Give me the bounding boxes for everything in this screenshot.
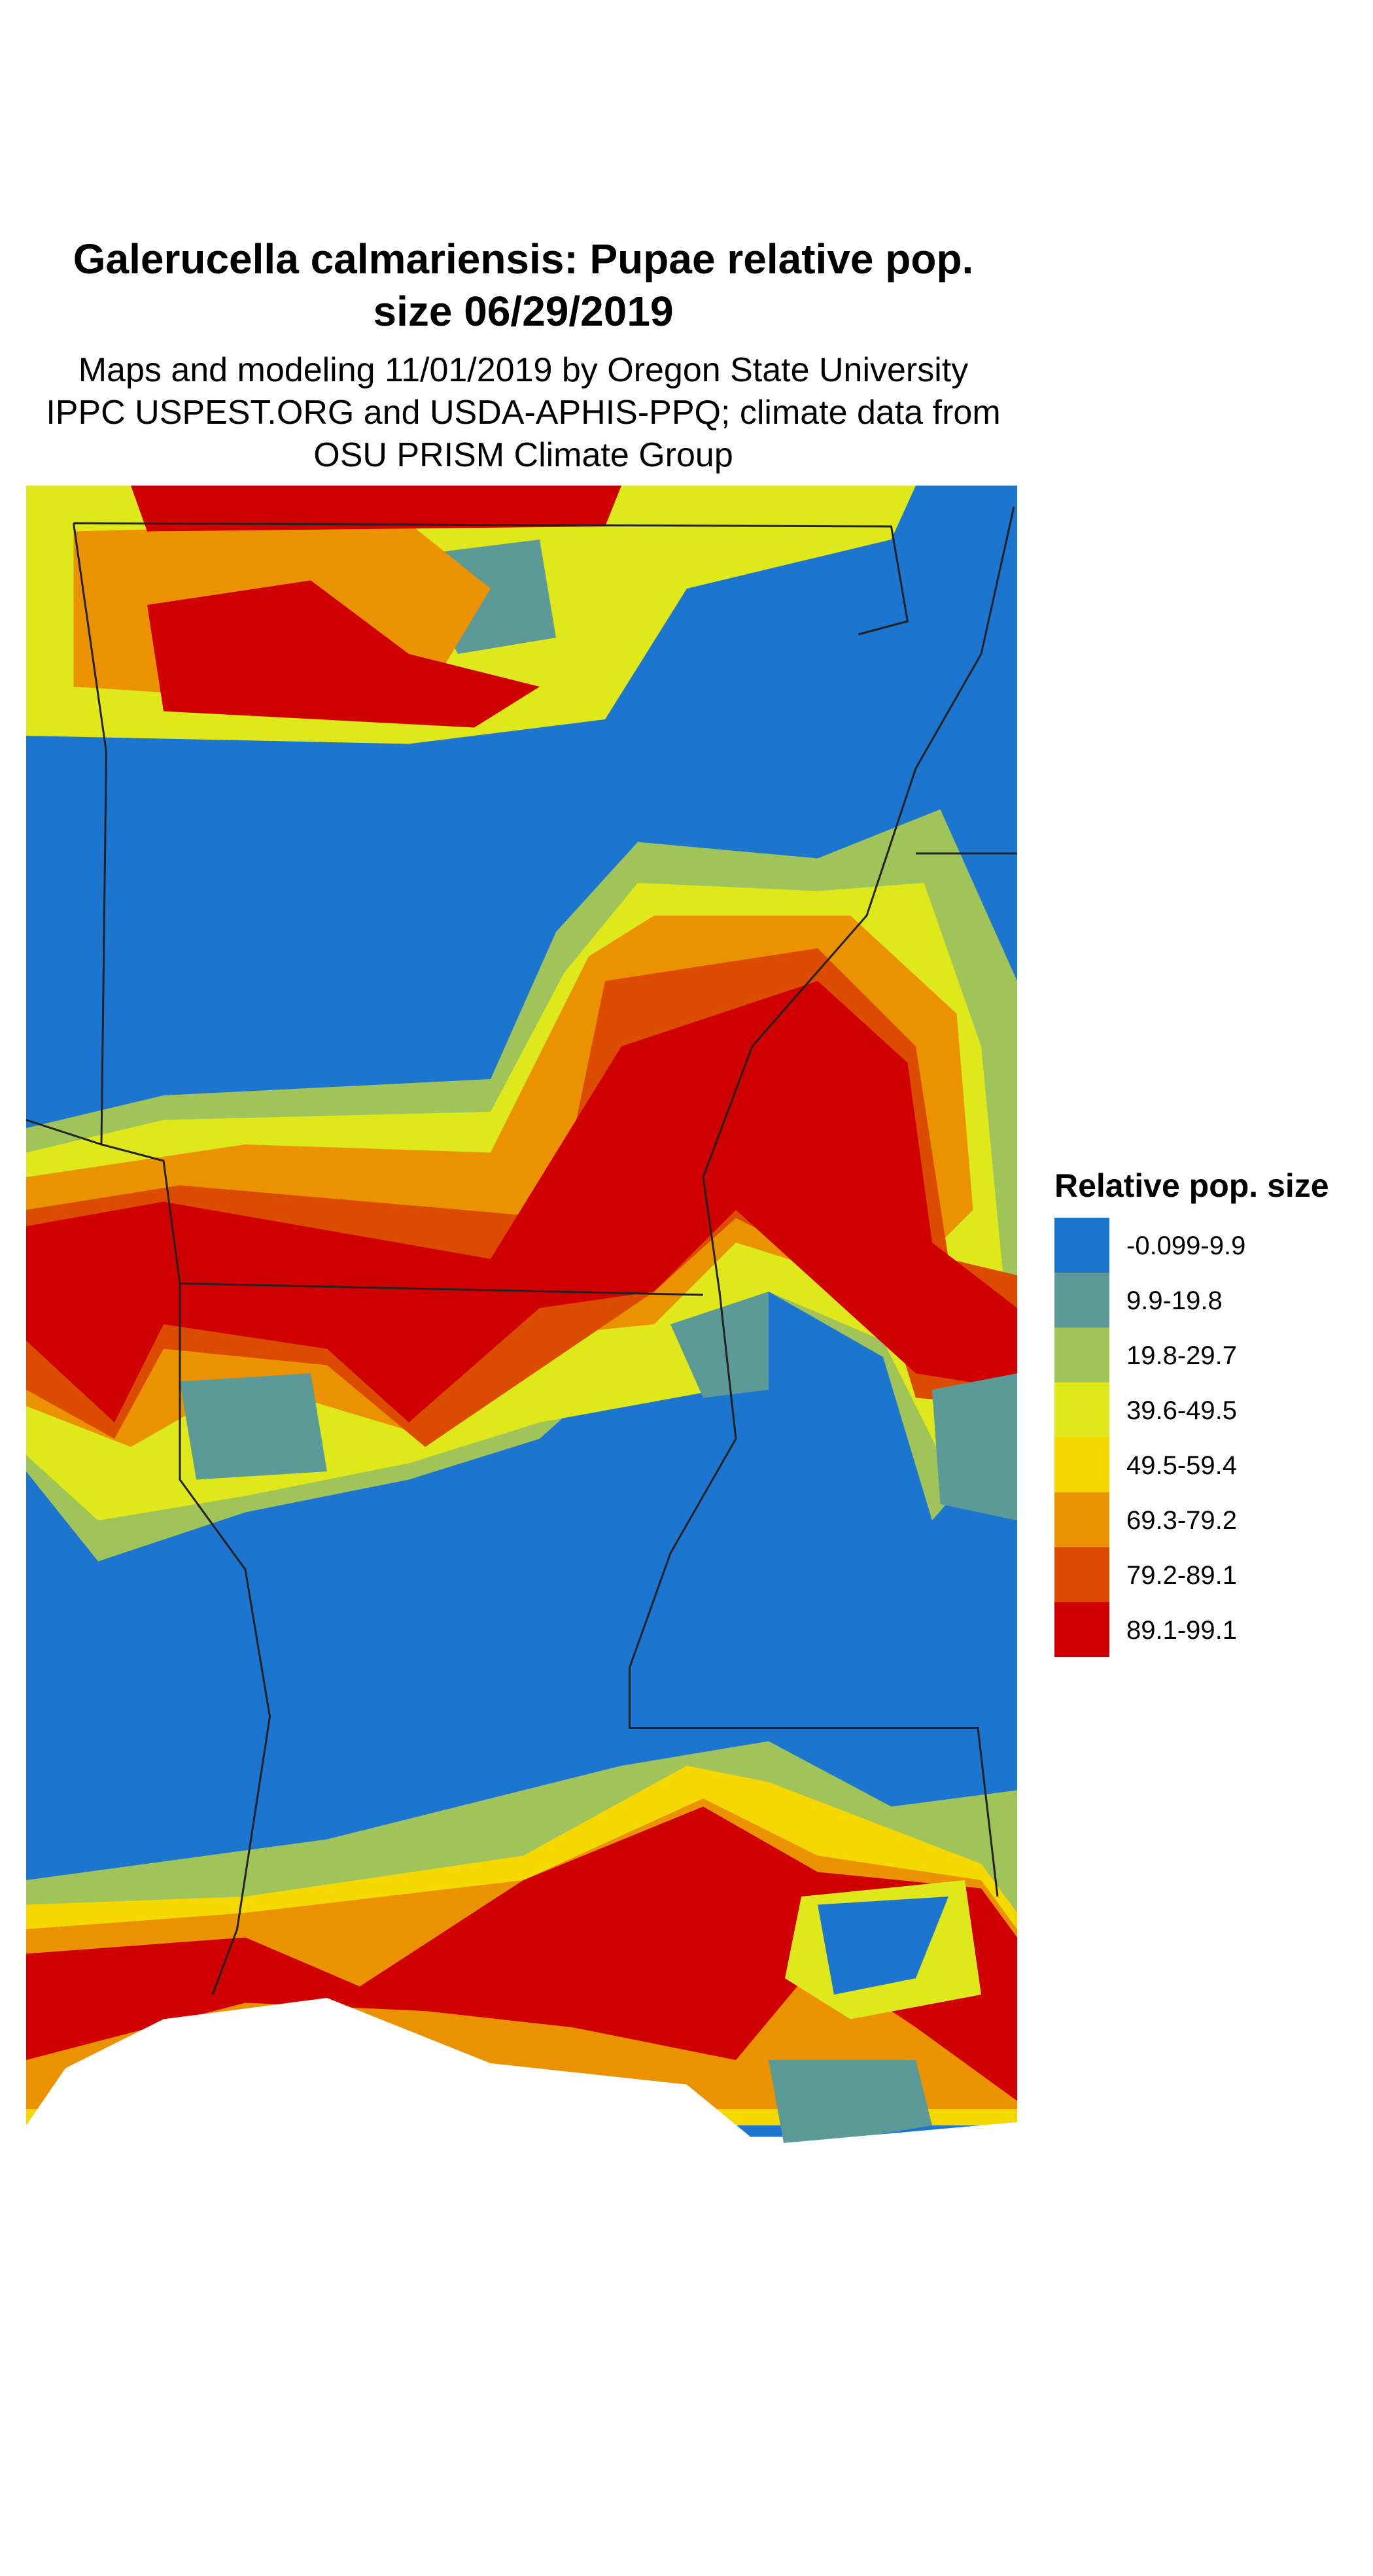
title: Galerucella calmariensis: Pupae relative… [73, 235, 974, 283]
legend-label: 39.6-49.5 [1126, 1396, 1237, 1425]
sea [26, 1998, 1017, 2158]
legend-swatch [1054, 1602, 1109, 1657]
region [769, 2060, 932, 2150]
legend-label: 9.9-19.8 [1126, 1286, 1223, 1315]
region [147, 580, 540, 728]
legend-swatch [1054, 1492, 1109, 1547]
subtitle: IPPC USPEST.ORG and USDA-APHIS-PPQ; clim… [46, 394, 1000, 432]
subtitle: OSU PRISM Climate Group [313, 436, 733, 474]
legend-swatch [1054, 1437, 1109, 1492]
legend-label: 49.5-59.4 [1126, 1451, 1237, 1480]
legend-label: -0.099-9.9 [1126, 1231, 1245, 1260]
region [26, 1806, 1017, 2101]
title: size 06/29/2019 [373, 288, 673, 335]
legend-swatch [1054, 1382, 1109, 1437]
region [180, 1373, 327, 1480]
region [26, 981, 1017, 1422]
region [131, 485, 621, 532]
legend: Relative pop. size -0.099-9.9 9.9-19.8 19.8… [1054, 1167, 1329, 1657]
borders [26, 506, 1017, 1995]
region [932, 1373, 1017, 1520]
legend-label: 79.2-89.1 [1126, 1561, 1237, 1590]
legend-label: 19.8-29.7 [1126, 1341, 1237, 1370]
titles: Galerucella calmariensis: Pupae relative… [46, 235, 1000, 474]
region [818, 1897, 948, 1995]
legend-swatch [1054, 1218, 1109, 1273]
legend-title: Relative pop. size [1054, 1167, 1329, 1204]
region [670, 1292, 769, 1398]
legend-swatch [1054, 1547, 1109, 1602]
subtitle: Maps and modeling 11/01/2019 by Oregon S… [78, 351, 969, 389]
legend-label: 89.1-99.1 [1126, 1616, 1237, 1645]
legend-label: 69.3-79.2 [1126, 1506, 1237, 1535]
legend-swatch [1054, 1328, 1109, 1382]
map [26, 485, 1017, 2158]
legend-swatch [1054, 1273, 1109, 1328]
